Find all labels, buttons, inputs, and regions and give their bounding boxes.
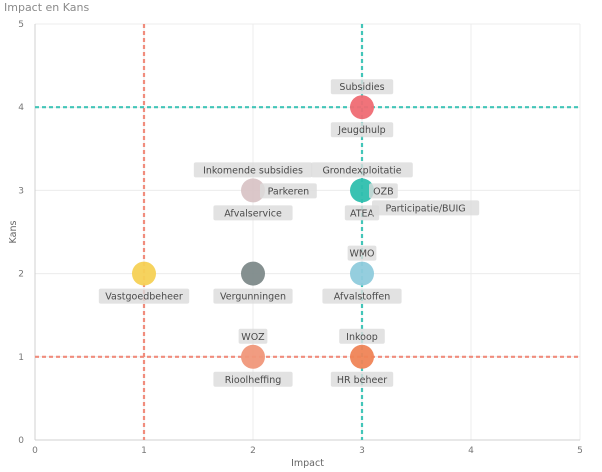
x-tick-label: 2 [250, 446, 256, 456]
data-label-box [98, 288, 190, 304]
y-tick-label: 4 [18, 103, 24, 113]
data-label: Inkoop [346, 332, 378, 343]
x-tick-label: 3 [359, 446, 365, 456]
data-label: Parkeren [268, 186, 310, 197]
data-label: Vastgoedbeheer [105, 292, 183, 303]
y-tick-label: 5 [18, 20, 24, 30]
data-label: Inkomende subsidies [203, 165, 303, 176]
data-point [350, 261, 374, 286]
data-label-box [213, 288, 293, 304]
data-label: Afvalservice [224, 208, 282, 219]
data-label: ATEA [350, 208, 375, 219]
data-label: Rioolheffing [225, 375, 282, 386]
data-point [241, 261, 265, 286]
data-point [350, 95, 374, 120]
x-tick-label: 4 [468, 446, 474, 456]
x-tick-label: 5 [577, 446, 583, 456]
data-label-box [330, 79, 394, 95]
data-label-box [330, 371, 394, 387]
data-label: WMO [349, 249, 374, 260]
data-label-box [339, 328, 385, 344]
data-label-box [213, 371, 293, 387]
data-label-box [238, 328, 268, 344]
data-label: WOZ [241, 332, 265, 343]
data-label-box [347, 245, 377, 261]
y-tick-label: 2 [18, 270, 24, 280]
data-point [350, 344, 374, 369]
x-axis-label: Impact [291, 458, 324, 469]
y-axis-label: Kans [8, 221, 19, 244]
data-label: OZB [373, 186, 394, 197]
y-tick-label: 3 [18, 186, 24, 196]
data-label-box [330, 122, 394, 138]
data-point [241, 178, 265, 203]
data-label-box [260, 183, 317, 199]
data-label-box [369, 183, 398, 199]
x-tick-label: 1 [141, 446, 147, 456]
data-label: Jeugdhulp [337, 125, 385, 136]
data-label: Afvalstoffen [334, 292, 391, 303]
data-label-box [193, 162, 313, 178]
data-label: Vergunningen [220, 292, 286, 303]
x-tick-label: 0 [32, 446, 38, 456]
y-tick-label: 1 [18, 353, 24, 363]
data-label-box [372, 200, 480, 216]
data-point [132, 261, 156, 286]
data-label-box [311, 162, 413, 178]
chart-title: Impact en Kans [4, 1, 90, 14]
data-label: Grondexploitatie [322, 165, 401, 176]
data-label-box [344, 205, 380, 221]
data-label: HR beheer [337, 375, 387, 386]
data-point [241, 344, 265, 369]
data-label-box [213, 205, 293, 221]
data-label-box [322, 288, 402, 304]
data-point [350, 178, 374, 203]
data-label: Participatie/BUIG [386, 203, 466, 214]
data-label: Subsidies [339, 82, 384, 93]
y-tick-label: 0 [18, 436, 24, 446]
